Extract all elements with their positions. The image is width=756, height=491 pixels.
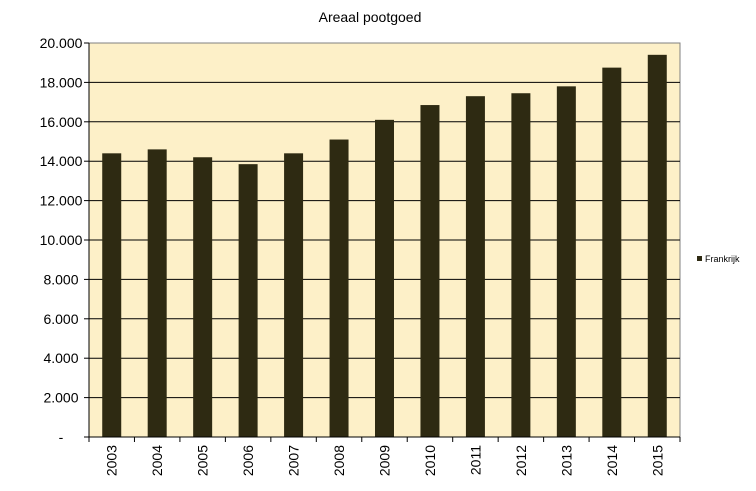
bar-2015 <box>647 54 667 437</box>
bar-2003 <box>102 153 122 437</box>
x-tick-label: 2012 <box>513 445 529 476</box>
legend-label-frankrijk: Frankrijk <box>705 254 740 264</box>
x-tick-label: 2004 <box>149 445 165 476</box>
y-tick-label: 10.000 <box>40 232 83 248</box>
y-tick-label: 12.000 <box>40 193 83 209</box>
x-tick-label: 2011 <box>467 445 483 475</box>
bar-2014 <box>602 67 622 437</box>
bar-2013 <box>556 86 576 437</box>
bars <box>102 54 667 438</box>
x-tick-label: 2007 <box>286 445 302 476</box>
y-tick-label: - <box>59 429 64 445</box>
chart-title: Areaal pootgoed <box>319 9 422 25</box>
x-axis-ticks: 2003 2004 2005 2006 2007 2008 2009 2010 2011 2012… <box>88 437 681 476</box>
x-tick-label: 2008 <box>331 445 347 476</box>
y-tick-label: 4.000 <box>43 350 78 366</box>
y-tick-label: 8.000 <box>43 271 78 287</box>
bar-2011 <box>465 96 485 437</box>
y-tick-label: 14.000 <box>40 153 83 169</box>
y-tick-label: 18.000 <box>40 74 83 90</box>
bar-2009 <box>375 119 394 437</box>
bar-2008 <box>329 139 349 437</box>
y-tick-label: 16.000 <box>40 114 83 130</box>
bar-2006 <box>238 164 258 437</box>
x-tick-label: 2013 <box>558 445 574 476</box>
bar-2004 <box>147 149 167 437</box>
legend-swatch-frankrijk <box>697 256 702 261</box>
y-axis-ticks: - 2.000 4.000 6.000 8.000 10.000 12.000 14.000 1… <box>40 35 89 445</box>
x-tick-label: 2014 <box>604 445 620 476</box>
legend: Frankrijk <box>697 254 740 264</box>
x-tick-label: 2003 <box>104 445 120 476</box>
y-tick-label: 6.000 <box>43 311 78 327</box>
x-tick-label: 2015 <box>649 445 665 476</box>
x-tick-label: 2009 <box>377 445 393 476</box>
x-tick-label: 2005 <box>195 445 211 476</box>
bar-2005 <box>193 157 213 437</box>
bar-2010 <box>420 105 440 438</box>
x-tick-label: 2010 <box>422 445 438 476</box>
x-tick-label: 2006 <box>240 445 256 476</box>
y-tick-label: 2.000 <box>43 390 78 406</box>
bar-2007 <box>284 153 304 437</box>
y-tick-label: 20.000 <box>40 35 83 51</box>
bar-2012 <box>511 93 531 438</box>
